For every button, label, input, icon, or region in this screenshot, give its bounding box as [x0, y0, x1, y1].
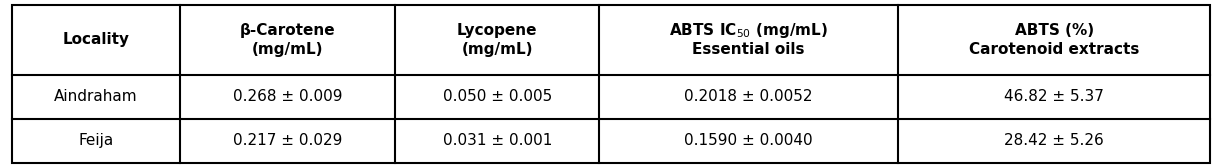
Text: (mg/mL): (mg/mL): [462, 41, 533, 56]
Text: Aindraham: Aindraham: [54, 89, 138, 104]
Text: ABTS IC$_{50}$ (mg/mL): ABTS IC$_{50}$ (mg/mL): [670, 21, 829, 40]
Text: Lycopene: Lycopene: [457, 23, 538, 38]
Text: Carotenoid extracts: Carotenoid extracts: [969, 41, 1139, 56]
Text: 0.1590 ± 0.0040: 0.1590 ± 0.0040: [684, 133, 813, 148]
Text: Locality: Locality: [62, 32, 130, 47]
Text: 0.2018 ± 0.0052: 0.2018 ± 0.0052: [684, 89, 813, 104]
Text: 0.268 ± 0.009: 0.268 ± 0.009: [233, 89, 342, 104]
Text: Essential oils: Essential oils: [693, 41, 805, 56]
Text: 0.031 ± 0.001: 0.031 ± 0.001: [442, 133, 552, 148]
Text: β-Carotene: β-Carotene: [240, 23, 336, 38]
Text: (mg/mL): (mg/mL): [252, 41, 324, 56]
Text: 0.217 ± 0.029: 0.217 ± 0.029: [233, 133, 342, 148]
Text: ABTS (%): ABTS (%): [1014, 23, 1094, 38]
Text: 46.82 ± 5.37: 46.82 ± 5.37: [1004, 89, 1103, 104]
Text: Feija: Feija: [78, 133, 114, 148]
Text: 0.050 ± 0.005: 0.050 ± 0.005: [442, 89, 552, 104]
Text: 28.42 ± 5.26: 28.42 ± 5.26: [1004, 133, 1103, 148]
